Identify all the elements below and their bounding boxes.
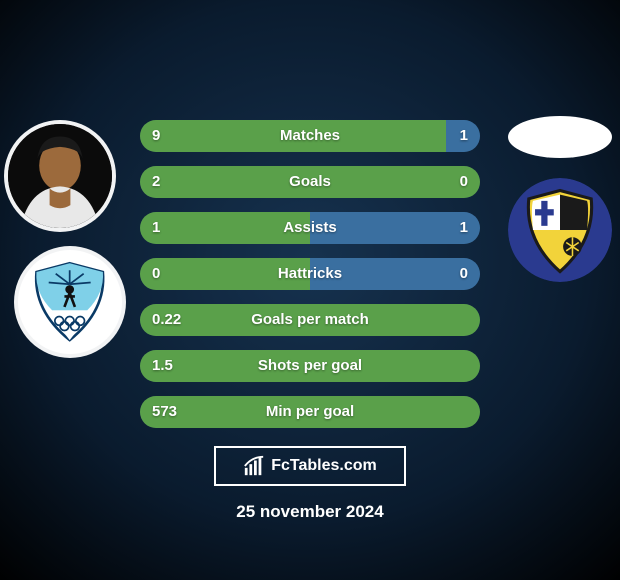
stat-row: 20Goals (140, 166, 480, 198)
stat-row: 1.5Shots per goal (140, 350, 480, 382)
player2-photo-placeholder (508, 116, 612, 158)
stat-label: Matches (140, 120, 480, 152)
stat-row: 11Assists (140, 212, 480, 244)
player1-photo (8, 124, 112, 228)
branding-box: FcTables.com (214, 446, 406, 486)
player1-club-badge (18, 250, 122, 354)
stat-label: Goals (140, 166, 480, 198)
stat-row: 00Hattricks (140, 258, 480, 290)
stat-row: 573Min per goal (140, 396, 480, 428)
branding-label: FcTables.com (271, 457, 377, 475)
stat-label: Assists (140, 212, 480, 244)
bar-chart-icon (243, 455, 265, 477)
stat-label: Hattricks (140, 258, 480, 290)
stat-row: 0.22Goals per match (140, 304, 480, 336)
stat-row: 91Matches (140, 120, 480, 152)
date-label: 25 november 2024 (0, 502, 620, 522)
stat-label: Min per goal (140, 396, 480, 428)
player2-club-badge (508, 178, 612, 282)
stats-area: 91Matches 20Goals 11Assists 00Hattricks 0.22… (140, 120, 480, 442)
stat-label: Shots per goal (140, 350, 480, 382)
stat-label: Goals per match (140, 304, 480, 336)
